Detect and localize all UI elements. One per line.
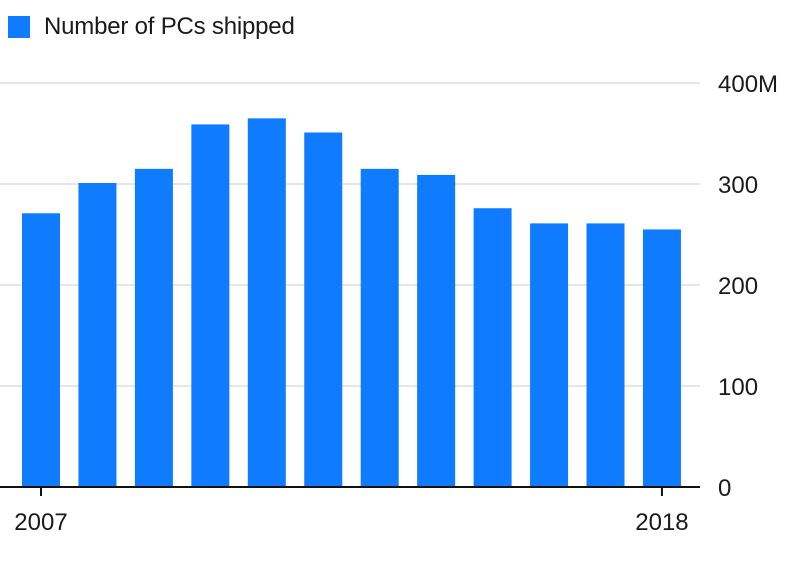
bar [642, 229, 681, 487]
bar [360, 168, 399, 487]
bar [191, 124, 230, 487]
bar [473, 208, 512, 488]
x-axis-labels: 2007 2018 [14, 487, 689, 536]
x-tick-label: 2007 [14, 509, 67, 536]
legend-label: Number of PCs shipped [44, 13, 295, 40]
bar [247, 118, 286, 487]
bar [530, 223, 569, 487]
legend-swatch [8, 16, 30, 38]
gridlines [0, 82, 700, 387]
y-tick-label: 400M [718, 71, 778, 98]
chart-legend: Number of PCs shipped [8, 12, 295, 42]
bars [22, 118, 681, 488]
bar [22, 213, 60, 488]
y-tick-label: 300 [718, 172, 758, 199]
bar [304, 132, 343, 488]
bar [78, 182, 117, 488]
x-tick-label: 2018 [635, 509, 688, 536]
bar [417, 174, 456, 487]
y-tick-label: 200 [718, 273, 758, 300]
bar [586, 223, 625, 487]
y-axis-labels: 0 100 200 300 400M [718, 71, 778, 502]
y-tick-label: 0 [718, 475, 731, 502]
bar [134, 168, 173, 487]
y-tick-label: 100 [718, 374, 758, 401]
